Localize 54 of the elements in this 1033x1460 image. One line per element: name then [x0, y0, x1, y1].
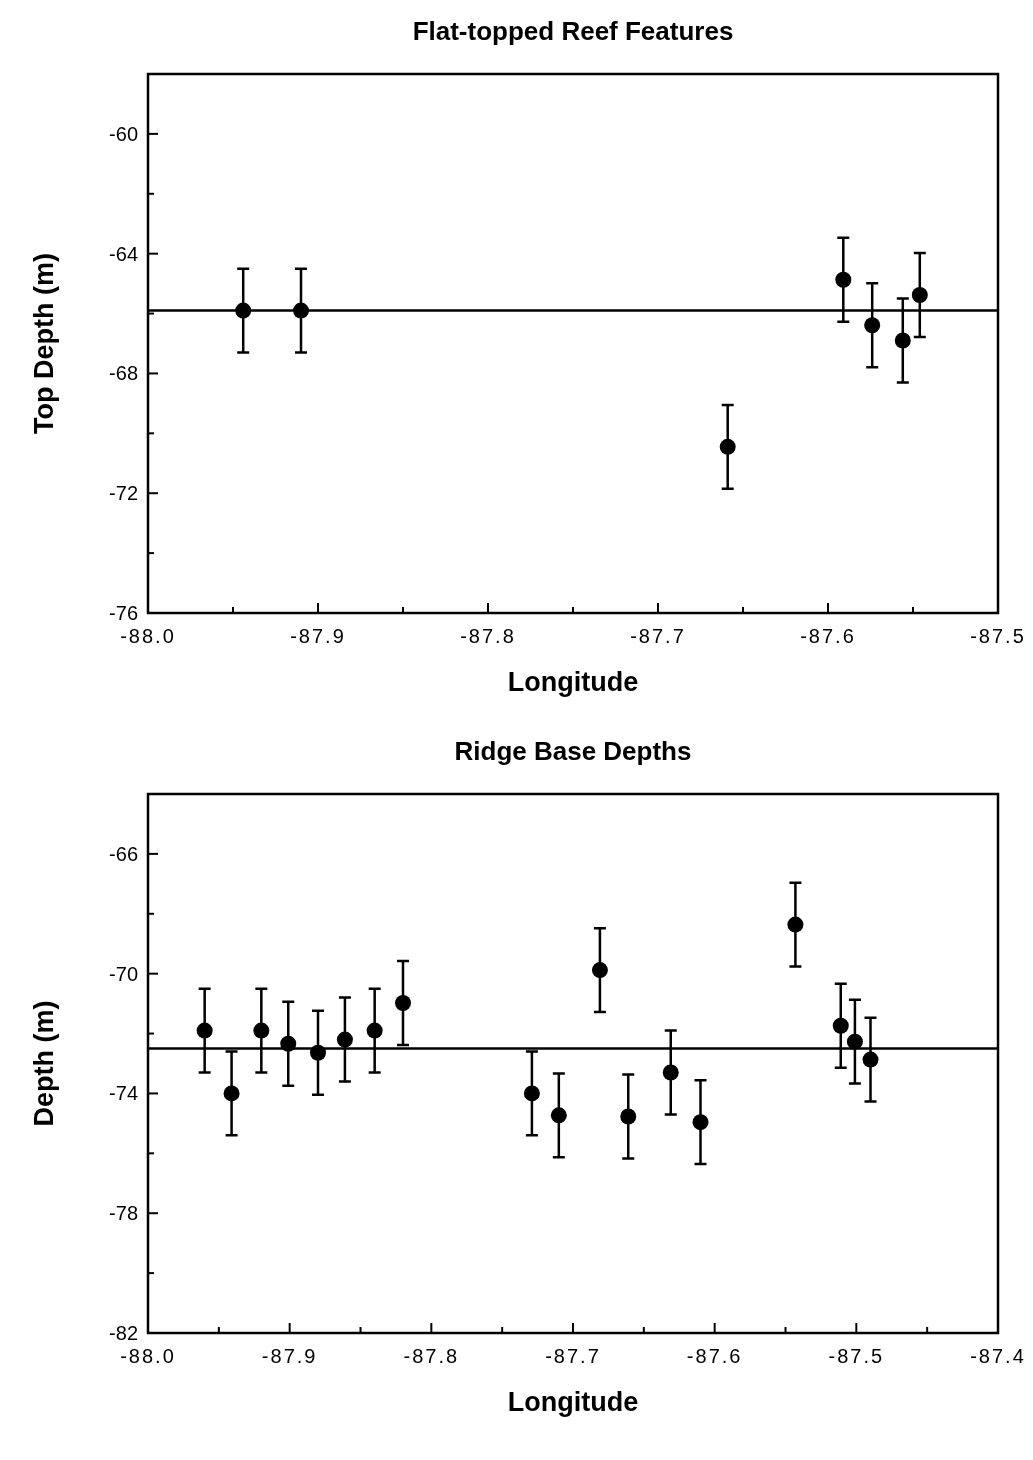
y-tick-label: -72	[109, 482, 138, 505]
y-tick-label: -76	[109, 602, 138, 624]
point	[591, 962, 608, 979]
x-tick-label: -88.0	[120, 1345, 176, 1367]
point	[911, 286, 928, 303]
point	[280, 1035, 297, 1052]
point	[310, 1044, 326, 1061]
y-tick-label: -64	[109, 242, 138, 265]
x-axis-title: Longitude	[507, 1387, 639, 1417]
y-tick-label: -74	[109, 1082, 138, 1105]
x-tick-label: -87.5	[828, 1345, 885, 1367]
y-tick-label: -70	[109, 962, 138, 985]
x-tick-label: -87.9	[261, 1345, 318, 1367]
point	[336, 1031, 353, 1048]
y-tick-label: -68	[109, 362, 138, 385]
point	[894, 332, 911, 349]
x-tick-label: -87.8	[460, 625, 516, 647]
y-tick-label: -66	[109, 842, 138, 865]
y-tick-label: -60	[109, 122, 138, 145]
x-tick-label: -87.7	[545, 1345, 601, 1367]
point	[719, 438, 736, 455]
point	[846, 1033, 863, 1050]
point	[366, 1022, 383, 1039]
x-tick-label: -88.0	[120, 625, 176, 647]
chart-title: Ridge Base Depths	[454, 736, 692, 766]
point	[787, 916, 804, 933]
point	[662, 1064, 679, 1081]
point	[293, 302, 309, 319]
point	[620, 1108, 637, 1125]
x-tick-label: -87.6	[686, 1345, 743, 1367]
y-axis-title: Top Depth (m)	[29, 253, 59, 434]
y-tick-label: -82	[109, 1322, 138, 1344]
x-axis-title: Longitude	[507, 667, 639, 697]
chart-title: Flat-topped Reef Features	[412, 16, 734, 46]
y-axis-title: Depth (m)	[29, 1000, 59, 1127]
point	[692, 1114, 709, 1131]
y-tick-label: -78	[109, 1202, 138, 1225]
point	[223, 1085, 240, 1102]
point	[253, 1022, 270, 1039]
point	[235, 302, 252, 319]
x-tick-label: -87.8	[403, 1345, 460, 1367]
point	[835, 271, 852, 288]
point	[395, 995, 411, 1012]
point	[832, 1017, 849, 1034]
x-tick-label: -87.9	[290, 625, 346, 647]
point	[523, 1085, 540, 1102]
x-tick-label: -87.5	[970, 625, 1026, 647]
point	[550, 1107, 567, 1124]
point	[864, 317, 881, 334]
point	[862, 1051, 879, 1068]
point	[196, 1022, 213, 1039]
x-tick-label: -87.4	[970, 1345, 1026, 1367]
x-tick-label: -87.7	[630, 625, 686, 647]
x-tick-label: -87.6	[800, 625, 856, 647]
